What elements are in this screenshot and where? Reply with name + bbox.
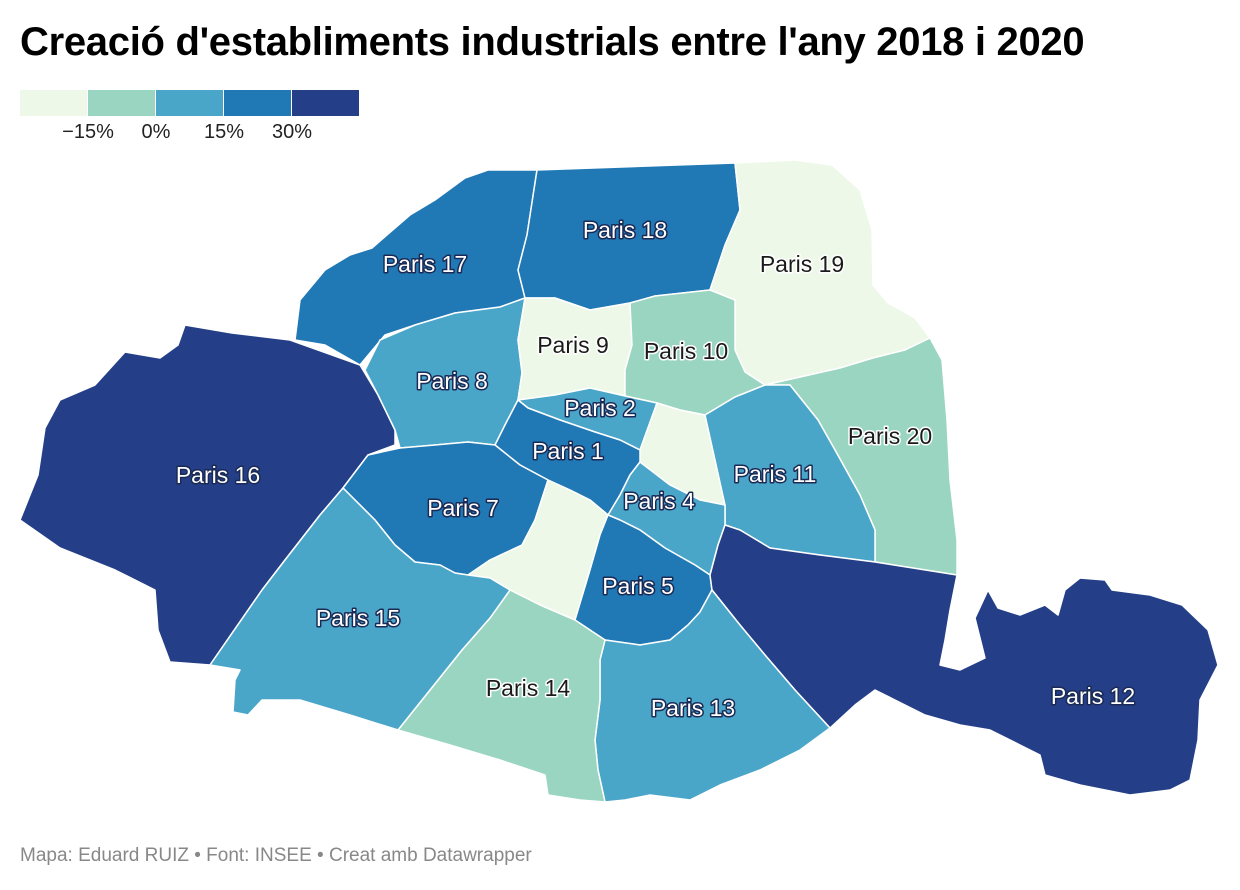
- legend-swatch: [156, 90, 223, 116]
- label-p13: Paris 13: [651, 695, 735, 721]
- district-labels: Paris 16 Paris 17 Paris 18 Paris 19 Pari…: [174, 216, 1136, 723]
- label-p4: Paris 4: [623, 488, 695, 514]
- label-p17: Paris 17: [383, 251, 467, 277]
- label-p7: Paris 7: [427, 495, 499, 521]
- source-credit: Mapa: Eduard RUIZ • Font: INSEE • Creat …: [20, 845, 532, 866]
- label-p20: Paris 20: [848, 423, 932, 449]
- legend-tick-label: −15%: [62, 121, 114, 143]
- label-p9: Paris 9: [537, 332, 609, 358]
- label-p16: Paris 16: [176, 462, 260, 488]
- district-p12[interactable]: [709, 524, 1219, 796]
- legend-tick-label: 30%: [271, 121, 313, 143]
- legend-swatch: [224, 90, 291, 116]
- label-p12: Paris 12: [1051, 683, 1135, 709]
- legend-tick-label: 15%: [203, 121, 245, 143]
- color-legend: −15% 0% 15% 30%: [20, 90, 360, 143]
- label-p15: Paris 15: [316, 605, 400, 631]
- district-shapes: [19, 159, 1219, 803]
- legend-color-bar: [20, 90, 360, 116]
- label-p1: Paris 1: [532, 438, 604, 464]
- label-p18: Paris 18: [583, 217, 667, 243]
- label-p2: Paris 2: [564, 395, 636, 421]
- legend-swatch: [292, 90, 359, 116]
- label-p8: Paris 8: [416, 368, 488, 394]
- label-p5: Paris 5: [602, 573, 674, 599]
- label-p14: Paris 14: [486, 675, 571, 701]
- label-p19: Paris 19: [760, 251, 844, 277]
- legend-swatch: [88, 90, 155, 116]
- chart-title: Creació d'establiments industrials entre…: [20, 20, 1085, 64]
- district-p15[interactable]: [209, 487, 511, 731]
- district-p13[interactable]: [594, 589, 831, 803]
- legend-tick-label: 0%: [141, 121, 171, 143]
- label-p10: Paris 10: [644, 338, 728, 364]
- legend-swatch: [20, 90, 87, 116]
- label-p11: Paris 11: [734, 461, 817, 487]
